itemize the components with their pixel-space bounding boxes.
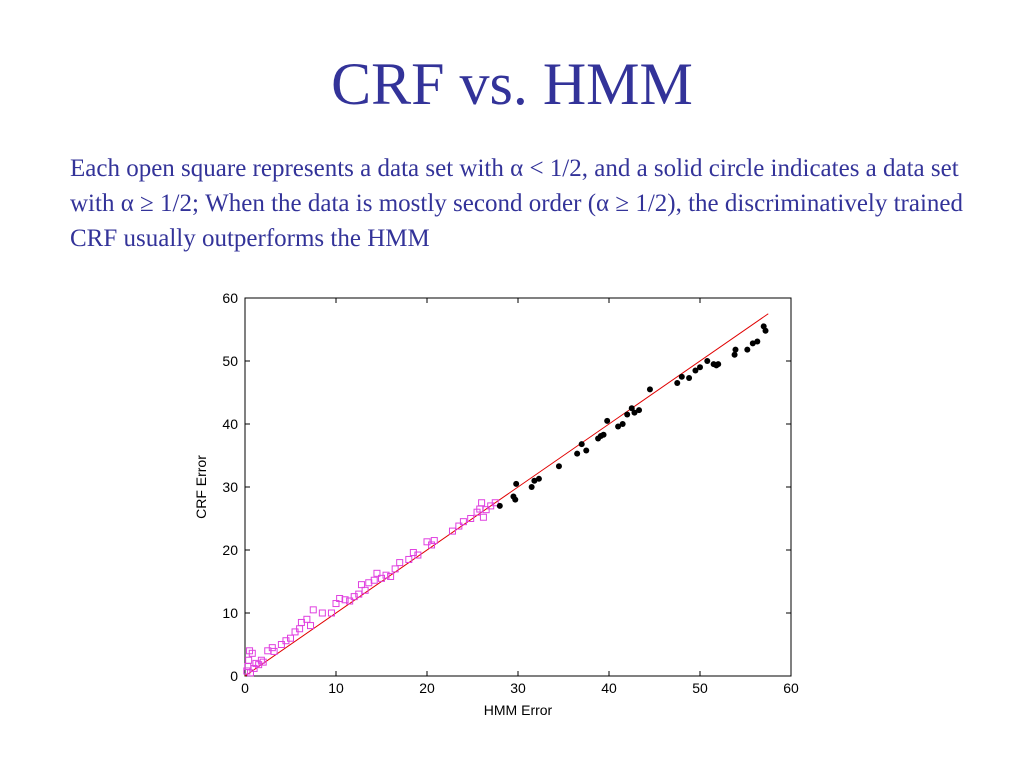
data-point-square (478, 499, 486, 507)
y-tick-label: 30 (222, 479, 238, 495)
data-point-square (361, 586, 369, 594)
x-tick-label: 50 (692, 680, 708, 696)
data-point-square (357, 581, 365, 589)
data-point-circle (496, 502, 503, 509)
data-point-circle (604, 417, 611, 424)
slide-title: CRF vs. HMM (331, 51, 693, 117)
data-point-square (243, 667, 251, 675)
data-point-circle (513, 480, 520, 487)
data-point-square (309, 606, 317, 614)
data-point-circle (715, 361, 722, 368)
y-tick-label: 0 (230, 668, 238, 684)
data-point-circle (619, 421, 626, 427)
data-point-circle (697, 364, 703, 371)
data-point-circle (704, 358, 711, 364)
data-point-circle (731, 351, 738, 358)
data-point-circle (583, 447, 590, 454)
data-point-square (491, 499, 499, 507)
data-point-square (318, 609, 326, 617)
data-point-circle (574, 450, 581, 457)
data-point-square (391, 565, 399, 573)
series-open-squares (243, 499, 499, 677)
data-point-square (405, 555, 413, 563)
x-tick-label: 30 (510, 680, 526, 696)
y-axis-label: CRF Error (193, 455, 209, 519)
data-point-circle (686, 375, 693, 382)
data-point-square (303, 615, 311, 623)
data-point-circle (636, 407, 643, 414)
data-point-circle (624, 411, 631, 418)
data-point-square (414, 551, 422, 559)
data-point-square (332, 600, 340, 608)
data-point-square (355, 590, 363, 598)
data-point-circle (692, 367, 699, 374)
reference-line (244, 313, 769, 677)
data-point-circle (512, 496, 519, 503)
data-point-square (382, 571, 390, 579)
data-point-square (370, 576, 378, 584)
data-point-circle (531, 477, 538, 484)
data-point-circle (732, 346, 739, 353)
data-point-square (287, 634, 294, 642)
data-point-square (246, 669, 254, 677)
y-tick-label: 60 (222, 290, 238, 306)
slide-description: Each open square represents a data set w… (70, 155, 964, 252)
data-point-square (250, 664, 258, 672)
data-point-circle (762, 327, 769, 334)
data-point-square (277, 641, 285, 648)
data-point-square (245, 656, 253, 664)
data-point-square (387, 572, 395, 580)
data-point-square (248, 649, 256, 657)
data-point-square (455, 522, 463, 530)
data-point-square (341, 596, 349, 604)
x-axis: 0 10 20 30 40 50 60 (241, 298, 799, 696)
y-tick-label: 50 (222, 353, 238, 369)
data-point-circle (528, 484, 535, 490)
data-point-square (459, 518, 467, 526)
x-tick-label: 20 (419, 680, 435, 696)
data-point-square (336, 595, 344, 603)
data-point-circle (555, 463, 562, 470)
data-point-square (479, 513, 487, 521)
x-axis-label: HMM Error (484, 702, 553, 718)
data-point-square (482, 506, 490, 514)
data-point-circle (754, 338, 761, 345)
x-tick-label: 60 (783, 680, 799, 696)
data-point-circle (578, 441, 585, 448)
x-tick-label: 40 (601, 680, 617, 696)
data-point-circle (600, 431, 607, 438)
data-point-circle (749, 340, 756, 347)
series-solid-circles (496, 323, 769, 509)
data-point-circle (631, 409, 638, 416)
x-tick-label: 10 (328, 680, 344, 696)
y-tick-label: 10 (222, 605, 238, 621)
data-point-square (467, 515, 475, 522)
data-point-square (373, 569, 381, 577)
x-tick-label: 0 (241, 680, 249, 696)
data-point-square (307, 622, 315, 630)
data-point-square (346, 597, 354, 605)
data-point-square (270, 647, 278, 655)
data-point-circle (646, 386, 653, 393)
data-point-circle (615, 423, 622, 430)
data-point-square (327, 609, 335, 617)
data-point-circle (674, 380, 681, 387)
y-tick-label: 40 (222, 416, 238, 432)
data-point-circle (535, 475, 542, 482)
data-point-square (430, 537, 438, 545)
y-tick-label: 20 (222, 542, 238, 558)
data-point-circle (678, 373, 685, 380)
y-axis: 0 10 20 30 40 50 60 (222, 290, 791, 684)
data-point-square (448, 527, 456, 535)
data-point-square (268, 644, 276, 652)
data-point-circle (628, 405, 635, 412)
data-point-square (259, 658, 267, 666)
data-point-square (257, 656, 265, 664)
data-point-circle (744, 346, 751, 353)
data-point-square (396, 559, 404, 567)
